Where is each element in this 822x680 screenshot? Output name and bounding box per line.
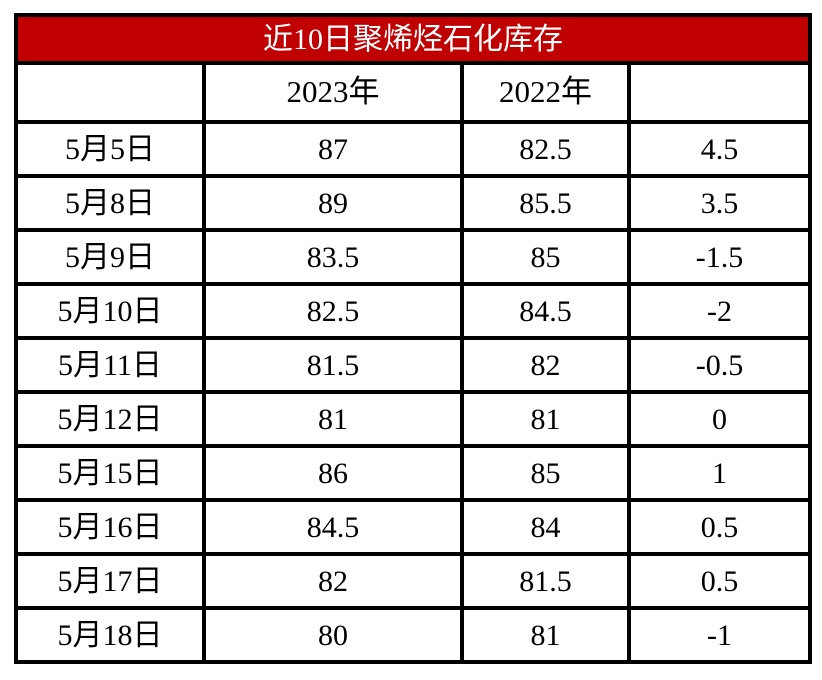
value-cell: 82.5 bbox=[460, 120, 631, 178]
column-header-row: 2023年 2022年 bbox=[14, 61, 812, 124]
value-cell: 81 bbox=[202, 390, 464, 448]
table-row: 5月8日 89 85.5 3.5 bbox=[14, 174, 812, 232]
value-cell: 85.5 bbox=[460, 174, 631, 232]
page: 近10日聚烯烃石化库存 2023年 2022年 5月5日 87 82.5 4.5 5月8日… bbox=[14, 13, 812, 664]
value-cell: 81.5 bbox=[202, 336, 464, 394]
inventory-table: 近10日聚烯烃石化库存 2023年 2022年 5月5日 87 82.5 4.5 5月8日… bbox=[14, 13, 812, 664]
date-cell: 5月11日 bbox=[14, 336, 206, 394]
date-cell: 5月10日 bbox=[14, 282, 206, 340]
date-cell: 5月12日 bbox=[14, 390, 206, 448]
date-cell: 5月15日 bbox=[14, 444, 206, 502]
title-row: 近10日聚烯烃石化库存 bbox=[14, 13, 812, 65]
value-cell: -1.5 bbox=[627, 228, 812, 286]
column-header: 2022年 bbox=[460, 61, 631, 124]
date-cell: 5月9日 bbox=[14, 228, 206, 286]
table-row: 5月18日 80 81 -1 bbox=[14, 606, 812, 664]
table-body: 5月5日 87 82.5 4.5 5月8日 89 85.5 3.5 5月9日 83.5 85 -1.5… bbox=[14, 120, 812, 664]
value-cell: 85 bbox=[460, 228, 631, 286]
value-cell: 82 bbox=[460, 336, 631, 394]
value-cell: 81 bbox=[460, 606, 631, 664]
value-cell: -2 bbox=[627, 282, 812, 340]
value-cell: 80 bbox=[202, 606, 464, 664]
table-row: 5月9日 83.5 85 -1.5 bbox=[14, 228, 812, 286]
value-cell: 0 bbox=[627, 390, 812, 448]
value-cell: 84.5 bbox=[202, 498, 464, 556]
value-cell: 86 bbox=[202, 444, 464, 502]
table-row: 5月12日 81 81 0 bbox=[14, 390, 812, 448]
table-row: 5月15日 86 85 1 bbox=[14, 444, 812, 502]
value-cell: 83.5 bbox=[202, 228, 464, 286]
value-cell: 81.5 bbox=[460, 552, 631, 610]
date-cell: 5月16日 bbox=[14, 498, 206, 556]
table-row: 5月5日 87 82.5 4.5 bbox=[14, 120, 812, 178]
value-cell: -0.5 bbox=[627, 336, 812, 394]
table-row: 5月11日 81.5 82 -0.5 bbox=[14, 336, 812, 394]
value-cell: 3.5 bbox=[627, 174, 812, 232]
date-cell: 5月5日 bbox=[14, 120, 206, 178]
value-cell: 82.5 bbox=[202, 282, 464, 340]
value-cell: 89 bbox=[202, 174, 464, 232]
column-header: 2023年 bbox=[202, 61, 464, 124]
value-cell: 87 bbox=[202, 120, 464, 178]
value-cell: 82 bbox=[202, 552, 464, 610]
value-cell: 84.5 bbox=[460, 282, 631, 340]
table-row: 5月17日 82 81.5 0.5 bbox=[14, 552, 812, 610]
value-cell: -1 bbox=[627, 606, 812, 664]
value-cell: 0.5 bbox=[627, 498, 812, 556]
table-title: 近10日聚烯烃石化库存 bbox=[14, 13, 812, 65]
value-cell: 85 bbox=[460, 444, 631, 502]
table-row: 5月16日 84.5 84 0.5 bbox=[14, 498, 812, 556]
value-cell: 0.5 bbox=[627, 552, 812, 610]
date-cell: 5月17日 bbox=[14, 552, 206, 610]
value-cell: 4.5 bbox=[627, 120, 812, 178]
column-header bbox=[14, 61, 206, 124]
date-cell: 5月18日 bbox=[14, 606, 206, 664]
date-cell: 5月8日 bbox=[14, 174, 206, 232]
table-row: 5月10日 82.5 84.5 -2 bbox=[14, 282, 812, 340]
column-header bbox=[627, 61, 812, 124]
value-cell: 1 bbox=[627, 444, 812, 502]
value-cell: 81 bbox=[460, 390, 631, 448]
value-cell: 84 bbox=[460, 498, 631, 556]
